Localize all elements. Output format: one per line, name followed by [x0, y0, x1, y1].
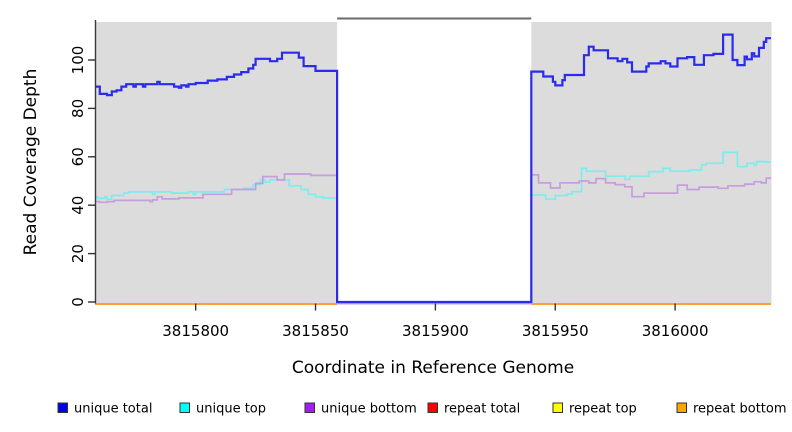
- gap-region: [337, 18, 532, 306]
- gap-region-layer: [337, 17, 532, 306]
- x-tick-label: 3815850: [282, 322, 349, 340]
- legend-label: repeat total: [444, 402, 520, 417]
- legend-swatch-repeat-bottom: [676, 402, 687, 413]
- legend-label: repeat top: [569, 402, 637, 417]
- legend-label: unique total: [74, 402, 152, 417]
- y-tick-label: 60: [69, 147, 87, 166]
- legend-label: repeat bottom: [693, 402, 787, 417]
- legend: unique total unique top unique bottom repea…: [57, 402, 787, 417]
- x-tick-label: 3815800: [162, 322, 229, 340]
- y-axis-title: Read Coverage Depth: [21, 69, 41, 256]
- legend-item-repeat-bottom: repeat bottom: [676, 402, 787, 417]
- legend-item-unique-bottom: unique bottom: [304, 402, 417, 417]
- legend-label: unique bottom: [321, 402, 417, 417]
- series-line-unique-total: [95, 33, 771, 304]
- legend-item-unique-top: unique top: [179, 402, 266, 417]
- y-tick-label: 40: [69, 196, 87, 215]
- legend-swatch-repeat-total: [427, 402, 438, 413]
- x-tick-label: 3815950: [522, 322, 589, 340]
- y-tick-label: 80: [69, 99, 87, 118]
- legend-label: unique top: [196, 402, 266, 417]
- y-tick-label: 100: [69, 46, 87, 75]
- legend-swatch-unique-bottom: [304, 402, 315, 413]
- legend-swatch-repeat-top: [552, 402, 563, 413]
- legend-item-unique-total: unique total: [57, 402, 152, 417]
- unique-series-layer: [95, 33, 771, 305]
- series-line-unique-bottom: [95, 173, 771, 305]
- legend-swatch-unique-top: [179, 402, 190, 413]
- legend-swatch-unique-total: [57, 402, 68, 413]
- legend-item-repeat-total: repeat total: [427, 402, 520, 417]
- x-tick-label: 3815900: [402, 322, 469, 340]
- y-tick-label: 20: [69, 244, 87, 263]
- series-line-unique-top: [95, 151, 771, 303]
- x-axis-title: Coordinate in Reference Genome: [292, 358, 574, 378]
- axis-layer: 0 20 40 60 80 100 3815800 3815850 3815900 3815950…: [69, 20, 709, 340]
- y-tick-label: 0: [69, 297, 87, 307]
- x-tick-label: 3816000: [642, 322, 709, 340]
- legend-item-repeat-top: repeat top: [552, 402, 637, 417]
